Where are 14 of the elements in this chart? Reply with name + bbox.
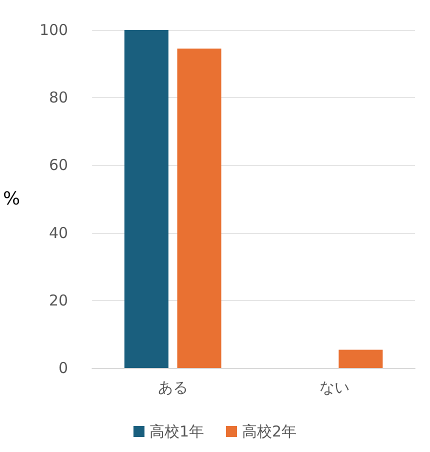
y-tick-label: 0 bbox=[58, 359, 68, 377]
y-axis-title: % bbox=[2, 188, 20, 210]
legend-label: 高校1年 bbox=[149, 422, 204, 440]
y-tick-label: 20 bbox=[49, 291, 68, 310]
y-tick-label: 100 bbox=[39, 21, 68, 39]
legend-label: 高校2年 bbox=[242, 422, 297, 440]
x-tick-label: ない bbox=[319, 378, 350, 396]
bar bbox=[124, 30, 168, 368]
y-tick-label: 60 bbox=[49, 156, 68, 174]
y-tick-label: 40 bbox=[49, 224, 68, 242]
bar bbox=[177, 48, 222, 368]
bar bbox=[338, 350, 383, 368]
y-tick-label: 80 bbox=[49, 88, 68, 107]
x-tick-label: ある bbox=[158, 378, 188, 396]
